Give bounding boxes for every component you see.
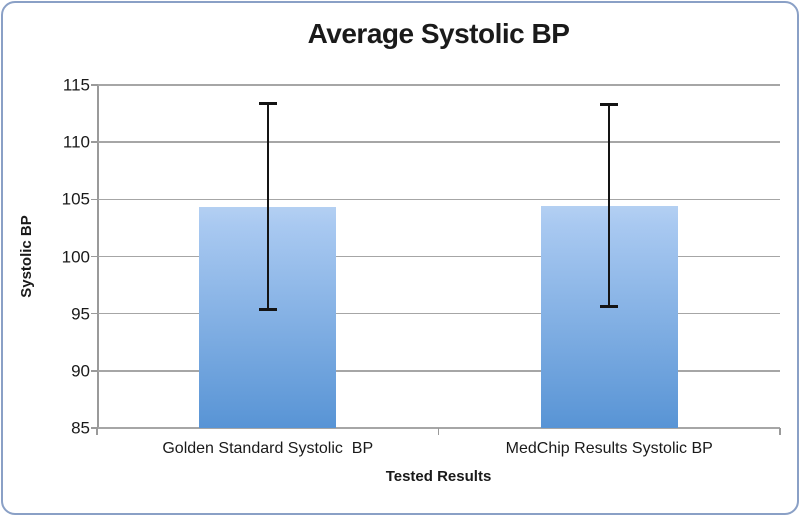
error-bar-line	[266, 103, 269, 311]
y-axis-tick	[91, 84, 98, 86]
y-axis-tick	[91, 370, 98, 372]
y-tick-label: 90	[71, 361, 90, 381]
y-tick-labels: 85 90 95 100 105 110 115	[38, 77, 90, 437]
y-tick-label: 110	[62, 132, 90, 152]
y-axis-title-wrap: Systolic BP	[14, 85, 38, 428]
y-tick-label: 105	[61, 189, 90, 209]
y-axis-tick	[91, 198, 98, 201]
x-category-labels: Golden Standard Systolic BP MedChip Resul…	[97, 440, 780, 458]
x-axis-tick	[96, 428, 98, 435]
error-bar-cap-top	[600, 103, 619, 107]
x-axis-title: Tested Results	[385, 468, 492, 485]
y-axis-tick	[91, 255, 98, 258]
y-gridline	[97, 84, 780, 86]
y-tick-label: 100	[61, 247, 90, 266]
x-category-label: Golden Standard Systolic BP	[162, 440, 374, 457]
y-tick-label: 115	[62, 75, 90, 95]
error-bar-cap-bottom	[258, 308, 277, 312]
y-gridline	[97, 370, 780, 372]
y-tick-label: 85	[71, 418, 90, 438]
y-gridline	[97, 255, 780, 258]
x-axis-tick	[779, 428, 781, 435]
error-bar-cap-bottom	[600, 304, 619, 308]
chart-title: Average Systolic BP	[307, 18, 570, 49]
x-category-label: MedChip Results Systolic BP	[505, 440, 713, 457]
y-axis-tick	[91, 312, 98, 315]
y-axis-tick	[91, 141, 98, 143]
error-bar-cap-top	[258, 102, 277, 106]
y-gridline	[97, 198, 780, 201]
y-axis-title: Systolic BP	[17, 215, 35, 298]
plot-area	[91, 84, 781, 435]
error-bar-line	[608, 104, 611, 307]
y-axis-tick	[91, 427, 98, 429]
y-gridline	[97, 141, 780, 143]
y-tick-label: 95	[71, 304, 90, 324]
y-gridline	[97, 312, 780, 315]
x-axis-tick	[437, 428, 440, 435]
